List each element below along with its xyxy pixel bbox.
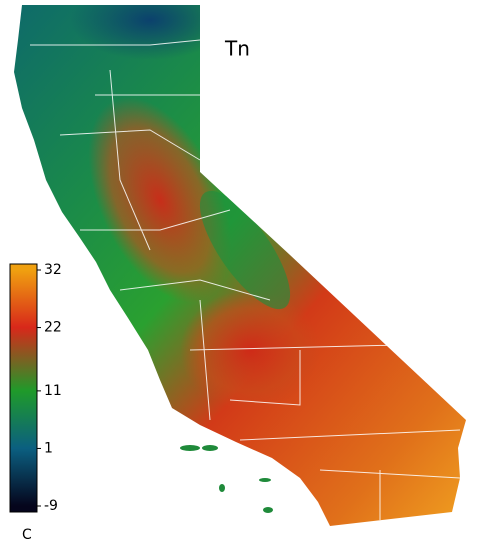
colorbar-unit: C <box>22 527 32 543</box>
map-title: Tn <box>224 37 250 61</box>
colorbar-tick-label: 11 <box>44 383 62 399</box>
temperature-overlay <box>70 5 320 410</box>
islands <box>180 445 273 513</box>
colorbar-tick-label: 22 <box>44 320 62 336</box>
colorbar-tick-label: -9 <box>44 498 58 514</box>
colorbar-fill <box>9 263 38 513</box>
colorbar-tick-label: 1 <box>44 440 53 456</box>
colorbar-tick-label: 32 <box>44 262 62 278</box>
county-lines <box>30 39 461 520</box>
map-area <box>14 5 466 526</box>
